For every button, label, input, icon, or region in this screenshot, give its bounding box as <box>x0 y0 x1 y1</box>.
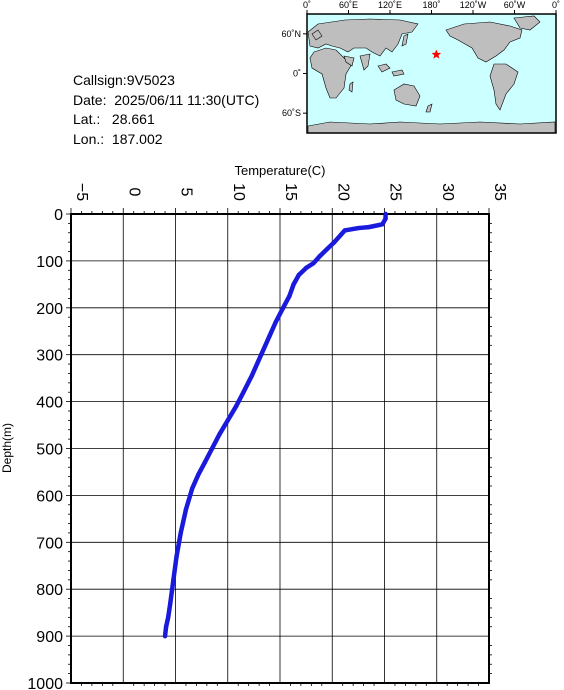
temperature-point <box>338 232 343 238</box>
star-icon <box>431 49 442 59</box>
temperature-point <box>202 460 207 465</box>
map-land <box>307 15 556 134</box>
map-lon-label: 60˚W <box>504 0 526 10</box>
temperature-point <box>267 333 272 339</box>
y-tick-label: 600 <box>36 488 63 505</box>
x-tick-label: 20 <box>334 183 351 201</box>
y-tick-label: 300 <box>36 348 63 365</box>
y-tick-label: 700 <box>36 535 63 552</box>
temperature-point <box>296 272 302 278</box>
x-tick-label: 0 <box>125 188 142 197</box>
temperature-point <box>287 293 292 299</box>
temperature-point <box>165 615 171 620</box>
temperature-point <box>366 224 372 230</box>
temperature-point <box>225 418 230 423</box>
station-info: Callsign:9V5023 Date: 2025/06/11 11:30(U… <box>73 71 259 150</box>
date-text: Date: 2025/06/11 11:30(UTC) <box>73 91 260 108</box>
y-tick-label: 400 <box>36 395 63 412</box>
x-tick-label: 25 <box>387 183 404 201</box>
temperature-point <box>311 261 316 266</box>
map-lat-label: 0˚ <box>293 69 301 79</box>
temperature-point <box>383 216 388 221</box>
temperature-point <box>171 577 176 583</box>
x-tick-label: 35 <box>491 183 508 201</box>
temperature-point <box>233 404 239 409</box>
map-lon-label: 180˚ <box>422 0 440 10</box>
temperature-point <box>162 633 168 639</box>
map-lat-label: 60˚S <box>282 108 301 118</box>
temperature-point <box>280 305 286 310</box>
map-lon-label: 0˚ <box>303 0 311 10</box>
x-tick-labels: −5 0 5 10 15 20 25 30 35 <box>73 183 508 201</box>
temperature-point <box>342 228 347 233</box>
temperature-point <box>317 254 322 259</box>
temperature-point <box>163 624 169 629</box>
x-tick-label: 30 <box>439 183 456 201</box>
temperature-point <box>196 472 201 477</box>
y-axis-label: Depth(m) <box>0 423 14 473</box>
temperature-point <box>291 282 296 287</box>
y-tick-labels: 0 100 200 300 400 500 600 700 800 900 1000 <box>27 207 63 690</box>
temperature-point <box>273 319 279 325</box>
latitude-text: Lat.: 28.661 <box>73 111 155 128</box>
temperature-point <box>190 486 195 491</box>
y-tick-label: 100 <box>36 254 63 271</box>
temperature-point <box>209 446 215 451</box>
map-lon-label: 120˚W <box>460 0 487 10</box>
map-lon-label: 120˚E <box>378 0 402 10</box>
temperature-point <box>174 554 179 559</box>
x-axis-label: Temperature(C) <box>234 163 325 178</box>
temperature-point <box>241 390 246 395</box>
series-group <box>162 211 388 639</box>
temperature-point <box>183 507 189 512</box>
map-lon-label: 60˚E <box>339 0 358 10</box>
y-tick-label: 800 <box>36 582 63 599</box>
temperature-point <box>380 222 385 227</box>
y-tick-label: 900 <box>36 629 63 646</box>
y-tick-label: 1000 <box>27 676 63 690</box>
x-tick-label: 5 <box>178 188 195 197</box>
temperature-point <box>324 246 330 252</box>
temperature-point <box>217 432 222 437</box>
temperature-point <box>383 211 388 217</box>
y-tick-label: 200 <box>36 301 63 318</box>
temperature-point <box>303 265 309 271</box>
temperature-point <box>332 239 337 245</box>
x-tick-label: 15 <box>282 183 299 201</box>
temperature-point <box>258 352 264 357</box>
x-tick-label: −5 <box>73 183 90 201</box>
x-tick-label: 10 <box>230 183 247 201</box>
map-lon-label: 0˚ <box>552 0 560 10</box>
world-map: 0˚ 60˚E 120˚E 180˚ 120˚W 60˚W 0˚ 60˚N 0˚ 60˚S <box>281 0 560 134</box>
y-tick-label: 500 <box>36 442 63 459</box>
y-tick-label: 0 <box>54 207 63 224</box>
temperature-point <box>249 373 254 378</box>
longitude-text: Lon.: 187.002 <box>73 131 163 148</box>
callsign-text: Callsign:9V5023 <box>73 72 175 88</box>
temperature-point <box>356 225 361 231</box>
plot-frame <box>70 213 490 684</box>
temperature-point <box>168 601 173 606</box>
map-lat-label: 60˚N <box>281 29 301 39</box>
temperature-point <box>178 530 183 536</box>
